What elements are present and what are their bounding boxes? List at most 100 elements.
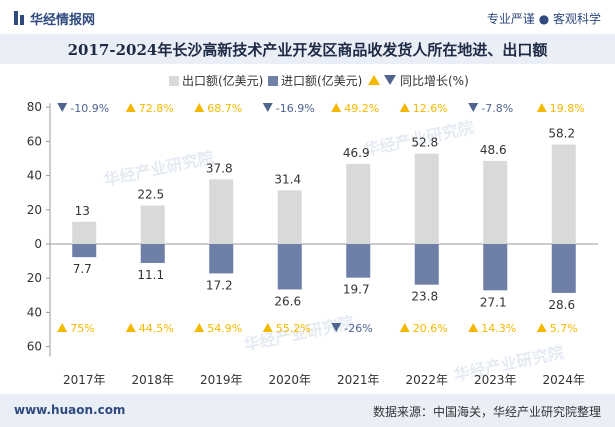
export-value-label: 52.8 (411, 136, 438, 150)
x-category-label: 2020年 (268, 373, 311, 387)
slogan: 专业严谨 ● 客观科学 (486, 12, 601, 26)
logo: 华经情报网 (14, 8, 95, 28)
data-source: 数据来源：中国海关，华经产业研究院整理 (372, 405, 601, 419)
import-bar (346, 244, 371, 278)
import-value-label: 11.1 (137, 268, 164, 282)
x-category-label: 2017年 (63, 373, 106, 387)
export-bar (414, 153, 439, 244)
chart-title: 2017-2024年长沙高新技术产业开发区商品收发货人所在地进、出口额 (67, 40, 548, 59)
logo-icon (14, 11, 24, 25)
export-bar (72, 221, 97, 244)
growth-label: 54.9% (207, 322, 242, 335)
y-tick-label: 60 (27, 134, 42, 148)
growth-up-triangle-icon (536, 323, 547, 332)
legend-import-swatch (268, 76, 278, 86)
x-category-label: 2021年 (337, 373, 380, 387)
growth-up-triangle-icon (194, 103, 205, 112)
y-tick-label: 0 (34, 237, 42, 251)
growth-label: 14.3% (481, 322, 516, 335)
export-value-label: 58.2 (548, 126, 575, 140)
import-bar (414, 244, 439, 285)
legend-export-label: 出口额(亿美元) (182, 73, 263, 88)
growth-up-triangle-icon (125, 323, 136, 332)
import-bar (551, 244, 576, 293)
y-tick-label: 20 (27, 271, 42, 285)
import-value-label: 23.8 (411, 290, 438, 304)
growth-up-triangle-icon (468, 323, 479, 332)
export-bar (346, 163, 371, 244)
growth-label: 19.8% (550, 102, 585, 115)
y-tick-label: 20 (27, 203, 42, 217)
x-category-label: 2018年 (131, 373, 174, 387)
growth-label: -26% (344, 322, 372, 335)
watermark: 华经产业研究院 (102, 148, 216, 190)
growth-up-triangle-icon (399, 323, 410, 332)
growth-up-triangle-icon (399, 103, 410, 112)
export-bar (209, 179, 234, 244)
growth-label: 49.2% (344, 102, 379, 115)
export-value-label: 22.5 (137, 188, 164, 202)
x-category-label: 2023年 (474, 373, 517, 387)
x-category-label: 2024年 (542, 373, 585, 387)
export-value-label: 37.8 (206, 161, 233, 175)
growth-label: 75% (70, 322, 94, 335)
legend-import-label: 进口额(亿美元) (281, 73, 362, 88)
y-tick-label: 60 (27, 340, 42, 354)
growth-label: 44.5% (139, 322, 174, 335)
export-bar (483, 160, 508, 244)
y-tick-label: 80 (27, 100, 42, 114)
growth-up-triangle-icon (57, 323, 68, 332)
legend-export-swatch (169, 76, 179, 86)
import-value-label: 7.7 (73, 262, 92, 276)
growth-label: -10.9% (70, 102, 109, 115)
growth-down-triangle-icon (262, 103, 273, 112)
legend-growth-label: 同比增长(%) (400, 74, 469, 88)
legend-down-triangle-icon (384, 75, 396, 85)
import-value-label: 19.7 (343, 283, 370, 297)
growth-up-triangle-icon (194, 323, 205, 332)
import-value-label: 28.6 (548, 298, 575, 312)
import-bar (277, 244, 302, 290)
export-value-label: 13 (75, 204, 90, 218)
growth-label: 72.8% (139, 102, 174, 115)
export-value-label: 48.6 (480, 143, 507, 157)
growth-up-triangle-icon (331, 103, 342, 112)
export-bar (551, 144, 576, 244)
growth-label: -7.8% (481, 102, 513, 115)
growth-label: 5.7% (550, 322, 578, 335)
export-value-label: 46.9 (343, 146, 370, 160)
growth-down-triangle-icon (57, 103, 68, 112)
website-link[interactable]: www.huaon.com (14, 403, 126, 417)
x-category-label: 2022年 (405, 373, 448, 387)
import-value-label: 27.1 (480, 295, 507, 309)
growth-up-triangle-icon (262, 323, 273, 332)
top-bar: 华经情报网 专业严谨 ● 客观科学 (0, 0, 615, 34)
export-bar (277, 190, 302, 244)
import-bar (140, 244, 165, 263)
import-value-label: 17.2 (206, 278, 233, 292)
y-tick-label: 40 (27, 305, 42, 319)
legend-up-triangle-icon (368, 75, 380, 85)
brand-name: 华经情报网 (30, 12, 96, 28)
growth-label: -16.9% (276, 102, 315, 115)
growth-up-triangle-icon (125, 103, 136, 112)
growth-up-triangle-icon (536, 103, 547, 112)
y-tick-label: 40 (27, 169, 42, 183)
export-value-label: 31.4 (274, 172, 301, 186)
import-bar (209, 244, 234, 274)
import-value-label: 26.6 (274, 294, 301, 308)
title-bar: 2017-2024年长沙高新技术产业开发区商品收发货人所在地进、出口额 (0, 34, 615, 64)
import-bar (483, 244, 508, 291)
growth-label: 68.7% (207, 102, 242, 115)
x-category-label: 2019年 (200, 373, 243, 387)
growth-down-triangle-icon (468, 103, 479, 112)
export-bar (140, 205, 165, 244)
growth-label: 55.2% (276, 322, 311, 335)
growth-down-triangle-icon (331, 323, 342, 332)
growth-label: 12.6% (413, 102, 448, 115)
growth-label: 20.6% (413, 322, 448, 335)
import-bar (72, 244, 97, 258)
footer: www.huaon.com 数据来源：中国海关，华经产业研究院整理 (0, 394, 615, 427)
